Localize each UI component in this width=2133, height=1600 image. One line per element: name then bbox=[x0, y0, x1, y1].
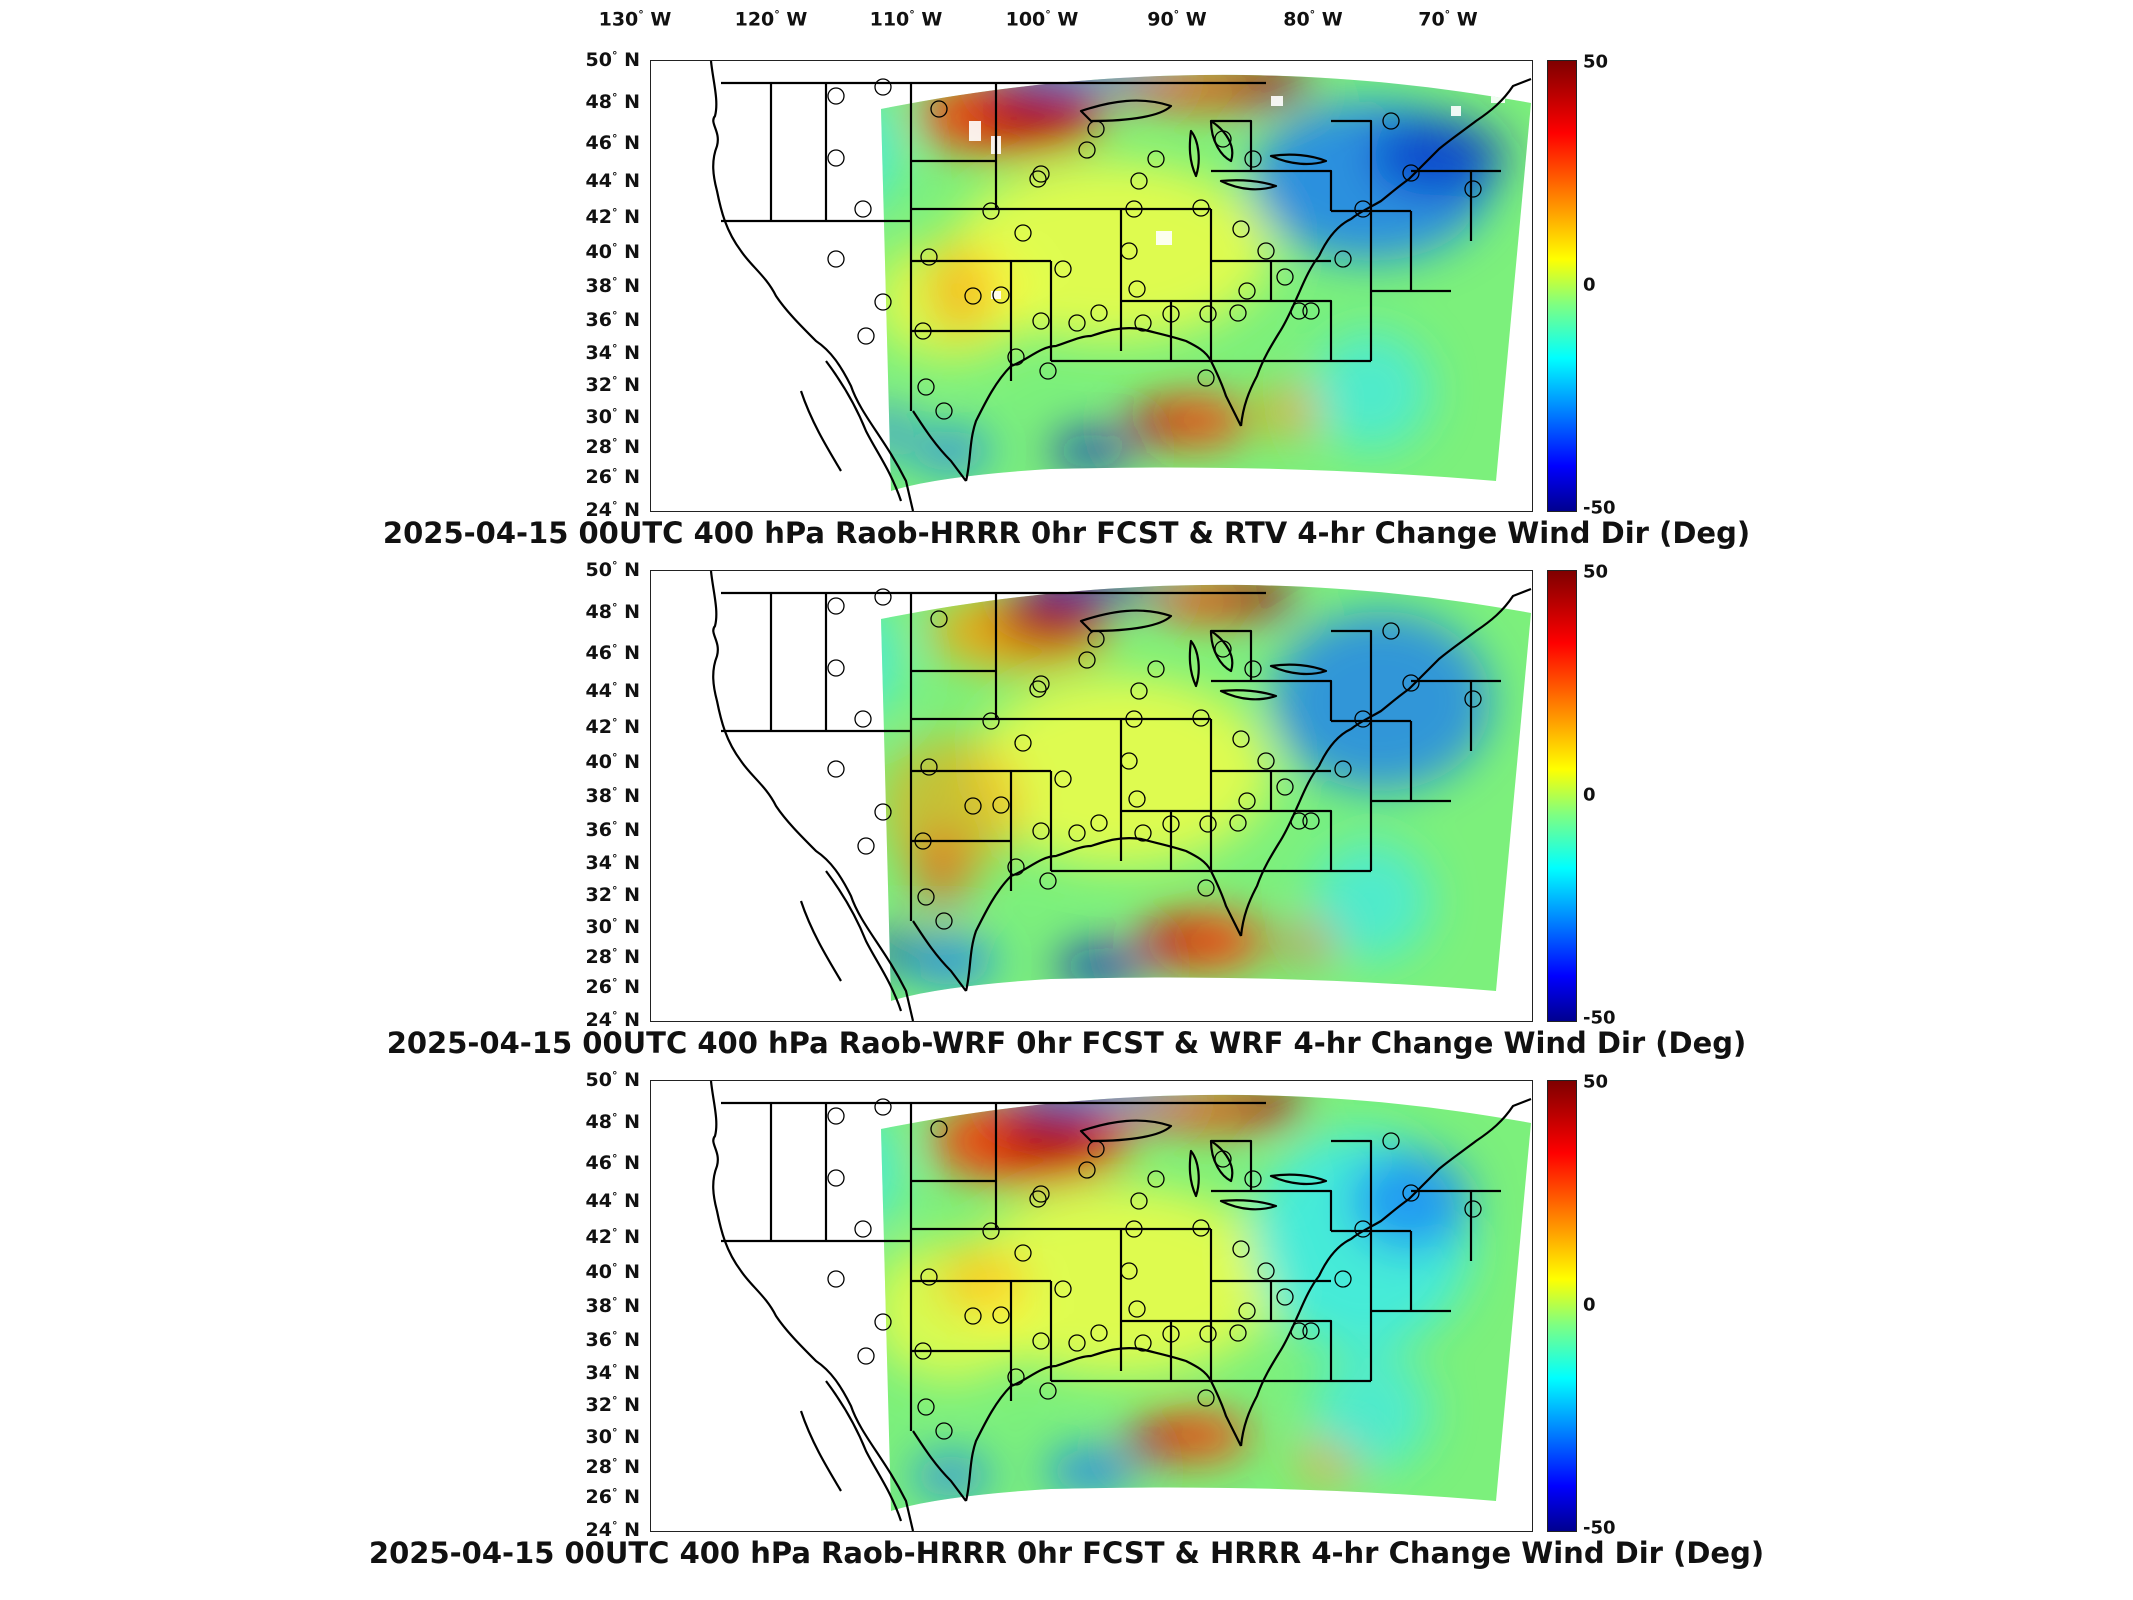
lat-tick-label: 30° N bbox=[585, 1425, 640, 1449]
panel-title: 2025-04-15 00UTC 400 hPa Raob-HRRR 0hr F… bbox=[382, 516, 1751, 550]
lat-tick-label: 30° N bbox=[585, 915, 640, 939]
map-svg bbox=[709, 1081, 1532, 1531]
raob-stations bbox=[827, 1098, 1482, 1440]
lat-tick-label: 32° N bbox=[585, 883, 640, 907]
lat-tick-label: 26° N bbox=[585, 975, 640, 999]
lat-tick-label: 34° N bbox=[585, 851, 640, 875]
lat-tick-label: 44° N bbox=[585, 1189, 640, 1213]
colorbar-tick-label: 50 bbox=[1583, 561, 1609, 583]
lat-tick-label: 42° N bbox=[585, 1225, 640, 1249]
lon-tick-label: 110° W bbox=[869, 8, 943, 31]
lat-tick-label: 36° N bbox=[585, 818, 640, 842]
map-boundaries bbox=[709, 1081, 1532, 1531]
lon-tick-label: 70° W bbox=[1418, 8, 1478, 31]
lon-tick-label: 80° W bbox=[1283, 8, 1343, 31]
colorbar-tick-label: 50 bbox=[1583, 51, 1609, 73]
lat-tick-label: 28° N bbox=[585, 435, 640, 459]
lat-tick-label: 40° N bbox=[585, 240, 640, 264]
lat-tick-label: 48° N bbox=[585, 1110, 640, 1134]
lat-tick-label: 28° N bbox=[585, 945, 640, 969]
colorbar-tick-label: -50 bbox=[1583, 497, 1616, 519]
map-plot-area bbox=[650, 1080, 1533, 1532]
panel-title: 2025-04-15 00UTC 400 hPa Raob-HRRR 0hr F… bbox=[368, 1536, 1765, 1570]
lat-tick-label: 34° N bbox=[585, 341, 640, 365]
colorbar-tick-label: 0 bbox=[1583, 274, 1596, 296]
colorbar-tick-label: 50 bbox=[1583, 1071, 1609, 1093]
lat-tick-label: 24° N bbox=[585, 498, 640, 522]
panel-title: 2025-04-15 00UTC 400 hPa Raob-WRF 0hr FC… bbox=[386, 1026, 1747, 1060]
colorbar-tick-label: 0 bbox=[1583, 1294, 1596, 1316]
map-plot-area bbox=[650, 60, 1533, 512]
lat-tick-label: 46° N bbox=[585, 641, 640, 665]
lat-tick-label: 26° N bbox=[585, 465, 640, 489]
lat-tick-label: 36° N bbox=[585, 1328, 640, 1352]
lon-tick-label: 130° W bbox=[598, 8, 672, 31]
lat-tick-label: 44° N bbox=[585, 679, 640, 703]
lon-tick-label: 100° W bbox=[1005, 8, 1079, 31]
lat-tick-label: 50° N bbox=[585, 1068, 640, 1092]
lat-tick-label: 50° N bbox=[585, 558, 640, 582]
lat-tick-label: 42° N bbox=[585, 715, 640, 739]
lat-tick-label: 40° N bbox=[585, 750, 640, 774]
model-field bbox=[881, 584, 1531, 1001]
lat-tick-label: 48° N bbox=[585, 90, 640, 114]
map-boundaries bbox=[709, 61, 1532, 511]
lat-tick-label: 42° N bbox=[585, 205, 640, 229]
lat-tick-label: 44° N bbox=[585, 169, 640, 193]
lon-tick-label: 90° W bbox=[1147, 8, 1207, 31]
raob-stations bbox=[827, 588, 1482, 930]
lat-tick-label: 32° N bbox=[585, 1393, 640, 1417]
colorbar bbox=[1547, 60, 1577, 512]
lat-tick-label: 36° N bbox=[585, 308, 640, 332]
lon-tick-label: 120° W bbox=[734, 8, 808, 31]
lat-tick-label: 34° N bbox=[585, 1361, 640, 1385]
lat-tick-label: 48° N bbox=[585, 600, 640, 624]
lat-tick-label: 46° N bbox=[585, 1151, 640, 1175]
map-boundaries bbox=[709, 571, 1532, 1021]
map-plot-area bbox=[650, 570, 1533, 1022]
colorbar-tick-label: -50 bbox=[1583, 1517, 1616, 1539]
lat-tick-label: 28° N bbox=[585, 1455, 640, 1479]
map-svg bbox=[709, 571, 1532, 1021]
map-svg bbox=[709, 61, 1532, 511]
lat-tick-label: 40° N bbox=[585, 1260, 640, 1284]
lat-tick-label: 38° N bbox=[585, 274, 640, 298]
colorbar-tick-label: 0 bbox=[1583, 784, 1596, 806]
raob-stations bbox=[827, 78, 1482, 420]
colorbar bbox=[1547, 570, 1577, 1022]
lat-tick-label: 38° N bbox=[585, 1294, 640, 1318]
lat-tick-label: 24° N bbox=[585, 1518, 640, 1542]
lat-tick-label: 38° N bbox=[585, 784, 640, 808]
lat-tick-label: 50° N bbox=[585, 48, 640, 72]
lat-tick-label: 30° N bbox=[585, 405, 640, 429]
lat-tick-label: 46° N bbox=[585, 131, 640, 155]
model-field bbox=[881, 74, 1531, 491]
colorbar bbox=[1547, 1080, 1577, 1532]
lat-tick-label: 32° N bbox=[585, 373, 640, 397]
model-field bbox=[881, 1094, 1531, 1511]
colorbar-tick-label: -50 bbox=[1583, 1007, 1616, 1029]
lat-tick-label: 26° N bbox=[585, 1485, 640, 1509]
lat-tick-label: 24° N bbox=[585, 1008, 640, 1032]
